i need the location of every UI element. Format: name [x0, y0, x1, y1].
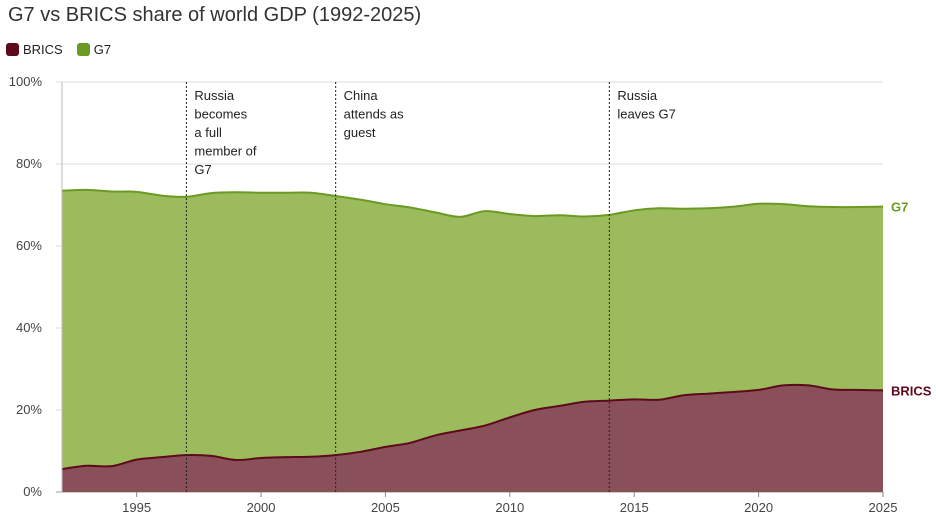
end-label-g7: G7 — [891, 200, 908, 215]
legend-label-g7: G7 — [93, 42, 112, 57]
line-g7 — [61, 188, 884, 218]
annotation-line-text: becomes — [194, 107, 247, 122]
x-tick-label-2025: 2025 — [869, 500, 898, 515]
annotation-text-2014: Russia leaves G7 — [617, 88, 676, 122]
y-tick-label-80: 80% — [16, 156, 42, 171]
annotation-line-text: Russia — [194, 88, 235, 103]
x-tick-label-2005: 2005 — [371, 500, 400, 515]
area-brics — [62, 384, 883, 492]
legend-item-g7: G7 — [76, 42, 112, 57]
chart-title: G7 vs BRICS share of world GDP (1992-202… — [8, 4, 422, 26]
annotation-line-text: G7 — [194, 162, 211, 177]
annotation-line-text: attends as — [344, 107, 404, 122]
legend-swatch-g7 — [76, 43, 90, 56]
legend-label-brics: BRICS — [23, 42, 63, 57]
x-tick-label-2015: 2015 — [620, 500, 649, 515]
legend-item-brics: BRICS — [6, 42, 63, 57]
annotation-line-text: a full — [194, 125, 222, 140]
end-label-brics: BRICS — [891, 383, 932, 398]
line-brics — [61, 383, 884, 471]
x-tick-label-2020: 2020 — [744, 500, 773, 515]
y-tick-label-40: 40% — [16, 320, 42, 335]
annotation-line-text: member of — [194, 144, 257, 159]
legend: BRICS G7 — [6, 42, 111, 57]
x-tick-label-2000: 2000 — [247, 500, 276, 515]
y-tick-label-100: 100% — [9, 74, 43, 89]
annotation-line-text: guest — [344, 125, 376, 140]
x-tick-label-2010: 2010 — [495, 500, 524, 515]
y-tick-label-60: 60% — [16, 238, 42, 253]
annotation-line-text: China — [344, 88, 379, 103]
annotation-text-2003: China attends as guest — [344, 88, 404, 140]
x-tick-label-1995: 1995 — [122, 500, 151, 515]
annotation-text-1997: Russia becomes a full member of G7 — [194, 88, 257, 177]
y-tick-label-20: 20% — [16, 402, 42, 417]
annotation-line-text: leaves G7 — [617, 107, 676, 122]
annotation-line-text: Russia — [617, 88, 658, 103]
legend-swatch-brics — [6, 43, 19, 56]
y-tick-label-0: 0% — [23, 484, 42, 499]
